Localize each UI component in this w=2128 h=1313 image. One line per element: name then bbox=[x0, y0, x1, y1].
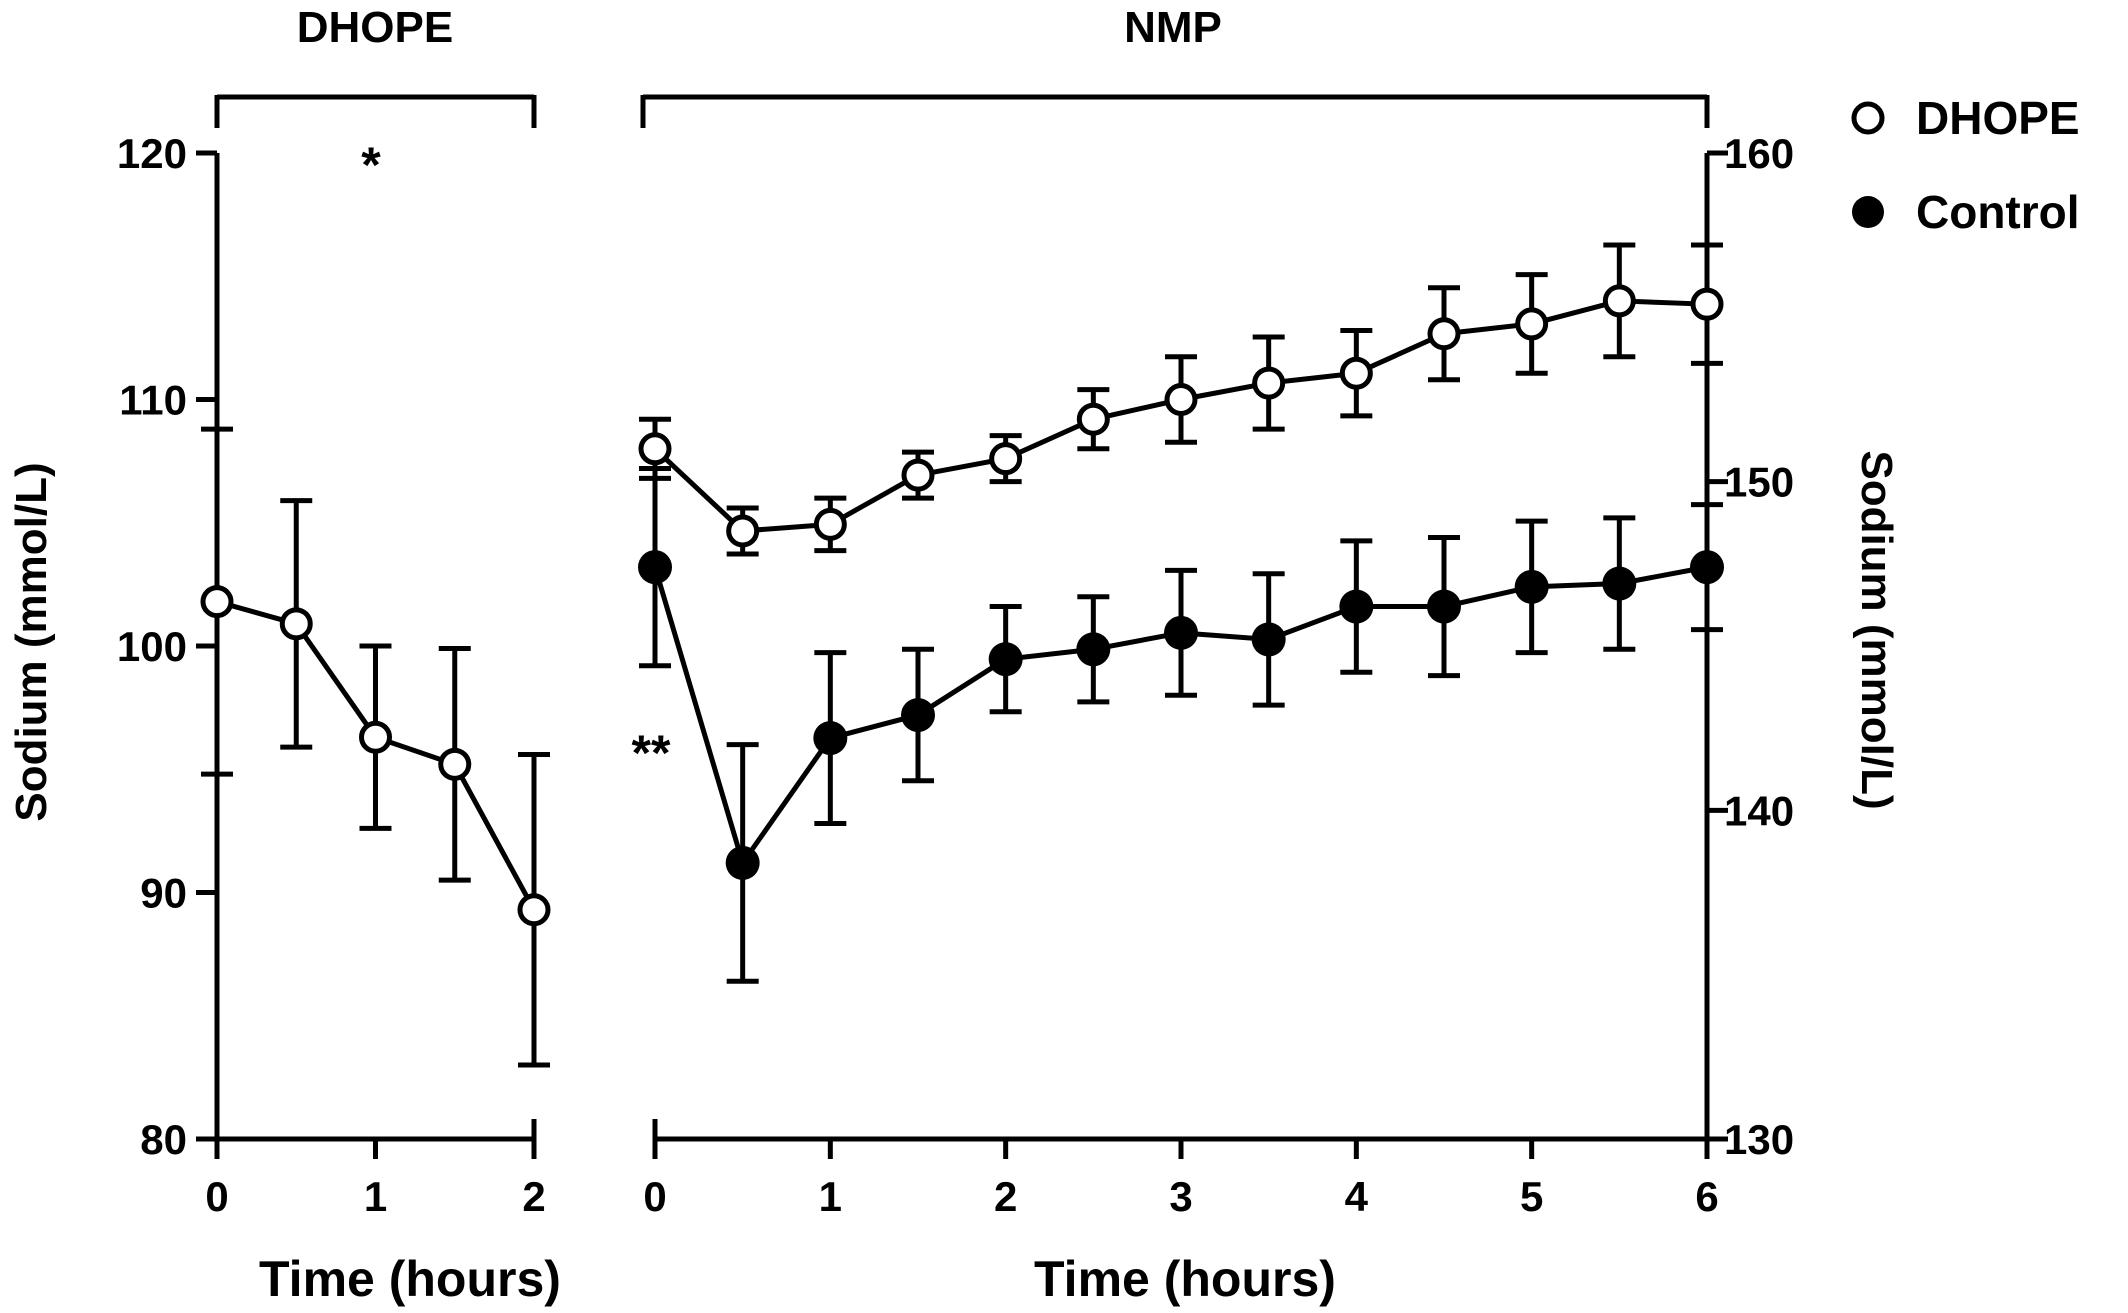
right-y-tick-label: 130 bbox=[1724, 1116, 1794, 1163]
nmp-panel-bracket-label: NMP bbox=[1124, 3, 1222, 52]
nmp-significance-marker: ** bbox=[632, 725, 671, 781]
nmp-panel-control-point bbox=[725, 845, 760, 880]
left-y-axis-label: Sodium (mmol/L) bbox=[7, 462, 56, 821]
nmp-panel-dhope-point bbox=[1515, 307, 1549, 341]
dhope-x-tick-label: 1 bbox=[364, 1173, 387, 1220]
nmp-panel-control-point bbox=[901, 698, 935, 733]
nmp-panel-dhope-point bbox=[989, 442, 1023, 476]
plot-layer: 80 90 100 110 120 0 1 2 130 140 150 160 0 1 2 3 4 5 6 bbox=[117, 94, 1794, 1220]
nmp-panel-control-point bbox=[988, 642, 1023, 677]
right-y-tick-label: 160 bbox=[1724, 130, 1794, 177]
nmp-x-tick-label: 3 bbox=[1169, 1173, 1192, 1220]
legend-control-label: Control bbox=[1916, 186, 2080, 238]
nmp-panel-control-point bbox=[1427, 589, 1461, 624]
dhope-panel-dhope-point bbox=[359, 720, 392, 754]
dhope-panel-dhope-point bbox=[200, 585, 234, 619]
legend-dhope-open-circle-icon bbox=[1851, 101, 1885, 135]
nmp-panel-control-point bbox=[1076, 632, 1111, 667]
nmp-panel-dhope-point bbox=[813, 507, 847, 541]
nmp-x-tick-label: 5 bbox=[1520, 1173, 1543, 1220]
nmp-x-tick-label: 4 bbox=[1345, 1173, 1369, 1220]
nmp-panel-dhope-point bbox=[901, 458, 935, 492]
nmp-panel-dhope-point bbox=[1427, 317, 1461, 351]
nmp-panel-dhope-point bbox=[726, 514, 760, 548]
nmp-x-tick-label: 2 bbox=[994, 1173, 1017, 1220]
nmp-panel-control-point bbox=[813, 721, 848, 756]
nmp-panel-dhope-point bbox=[1164, 383, 1198, 416]
right-y-axis-label: Sodium (mmol/L) bbox=[1852, 450, 1901, 809]
dhope-panel-dhope-point bbox=[438, 747, 472, 781]
right-y-tick-label: 140 bbox=[1724, 787, 1794, 834]
legend-control-filled-circle-icon bbox=[1852, 196, 1884, 228]
nmp-panel-dhope-point bbox=[1339, 356, 1373, 390]
nmp-panel-control-point bbox=[1339, 589, 1374, 624]
left-y-tick-label: 120 bbox=[117, 130, 187, 177]
nmp-panel-control-point bbox=[1514, 569, 1549, 604]
dhope-significance-marker: * bbox=[361, 137, 381, 193]
dhope-panel-bracket-label: DHOPE bbox=[297, 3, 453, 52]
nmp-panel-dhope-point bbox=[1252, 366, 1286, 400]
nmp-panel-dhope-point bbox=[638, 432, 672, 466]
nmp-panel-control-point bbox=[1690, 550, 1724, 585]
right-y-tick-label: 150 bbox=[1724, 459, 1794, 506]
dhope-x-axis-label: Time (hours) bbox=[259, 1251, 561, 1307]
dhope-panel-dhope-point bbox=[279, 607, 313, 641]
nmp-x-tick-label: 6 bbox=[1695, 1173, 1718, 1220]
nmp-x-axis-label: Time (hours) bbox=[1034, 1251, 1336, 1307]
legend: DHOPE Control bbox=[1851, 92, 2080, 238]
nmp-panel-control-point bbox=[1164, 615, 1198, 650]
nmp-panel-control-point bbox=[1602, 566, 1637, 601]
nmp-x-tick-label: 0 bbox=[643, 1173, 666, 1220]
nmp-panel-control-point bbox=[1251, 622, 1286, 657]
nmp-x-tick-label: 1 bbox=[819, 1173, 842, 1220]
left-y-tick-label: 100 bbox=[117, 623, 187, 670]
dhope-panel-dhope-point bbox=[517, 893, 551, 927]
dhope-x-tick-label: 0 bbox=[205, 1173, 228, 1220]
left-y-tick-label: 90 bbox=[140, 870, 187, 917]
nmp-panel-dhope-point bbox=[1076, 402, 1110, 436]
nmp-panel-dhope-point bbox=[1602, 284, 1636, 318]
dhope-x-tick-label: 2 bbox=[522, 1173, 545, 1220]
left-y-tick-label: 80 bbox=[140, 1116, 187, 1163]
legend-dhope-label: DHOPE bbox=[1916, 92, 2080, 144]
nmp-panel-dhope-point bbox=[1690, 287, 1724, 321]
nmp-panel-control-point bbox=[638, 550, 672, 585]
left-y-tick-label: 110 bbox=[119, 377, 187, 424]
